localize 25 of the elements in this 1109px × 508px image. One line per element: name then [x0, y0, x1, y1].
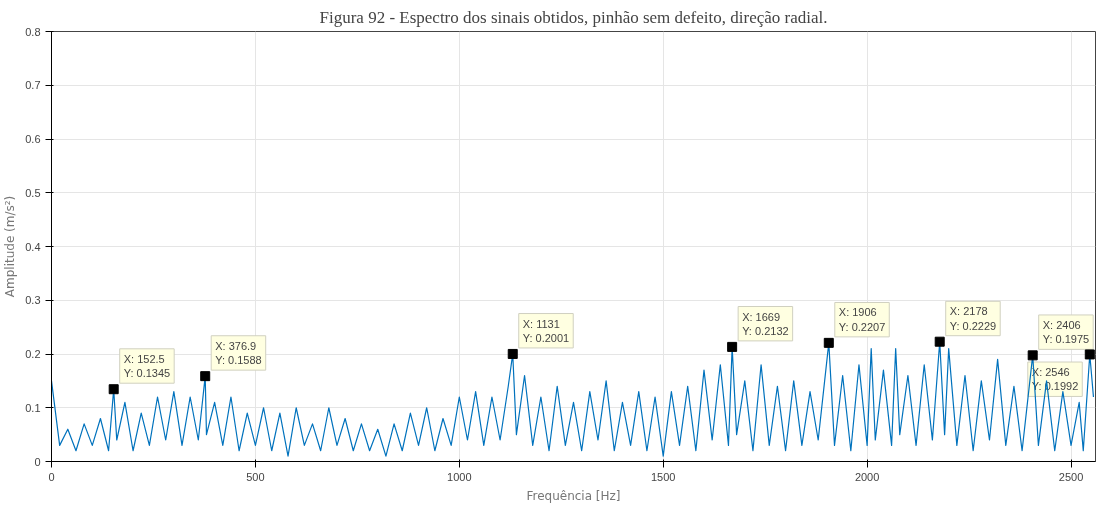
y-tick-label: 0.7	[25, 79, 41, 92]
y-tick-label: 0.6	[25, 133, 41, 145]
x-tick-label: 2000	[854, 470, 880, 483]
y-tick-label: 0.3	[25, 294, 41, 307]
x-tick-label: 500	[246, 470, 265, 483]
annotation: X: 1669 Y: 0.2132	[742, 310, 789, 337]
x-tick-label: 2500	[1058, 470, 1084, 483]
y-tick-label: 0	[34, 455, 41, 468]
x-axis-title: Frequência [Hz]	[526, 488, 621, 503]
annotation: X: 376.9 Y: 0.1588	[215, 339, 262, 367]
y-tick-label: 0.1	[25, 401, 41, 414]
y-tick-label: 0.8	[25, 25, 41, 38]
x-tick-label: 0	[48, 470, 55, 483]
annotation: X: 2406 Y: 0.1975	[1042, 318, 1090, 346]
y-tick-label: 0.5	[25, 186, 41, 199]
annotation: X: 2178 Y: 0.2229	[949, 305, 997, 332]
y-tick-label: 0.2	[25, 348, 41, 360]
annotation: X: 1131 Y: 0.2001	[522, 317, 570, 344]
annotation: X: 152.5 Y: 0.1345	[123, 352, 171, 380]
chart-title: Figura 92 - Espectro dos sinais obtidos, pinhão sem defeito, direção radial.	[319, 7, 828, 27]
y-axis-title: Amplitude (m/s²)	[3, 195, 18, 298]
y-tick-label: 0.4	[25, 240, 41, 253]
x-tick-label: 1000	[447, 470, 472, 483]
x-tick-label: 1500	[650, 470, 676, 483]
annotation: X: 1906 Y: 0.2207	[838, 306, 886, 333]
